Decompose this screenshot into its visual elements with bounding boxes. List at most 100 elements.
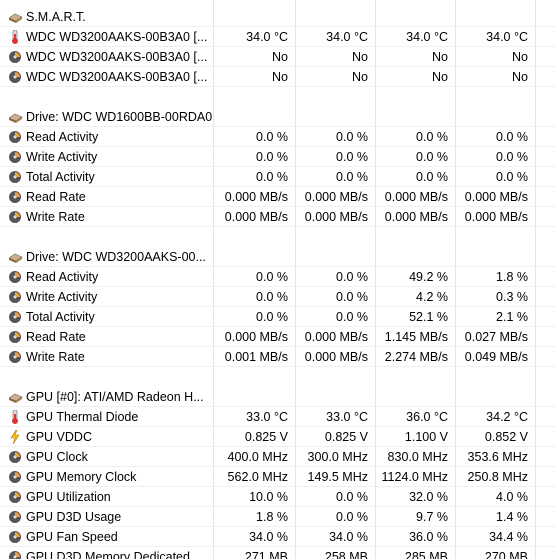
sensor-value: 49.2 %: [409, 270, 448, 284]
sensor-value: 0.000 MB/s: [224, 190, 288, 204]
sensor-icon: [9, 471, 21, 483]
sensor-value: 0.0 %: [256, 290, 288, 304]
sensor-value: No: [352, 70, 368, 84]
sensor-label: Write Activity: [26, 290, 98, 304]
sensor-value: 353.6 MHz: [467, 450, 528, 464]
drive-icon: [9, 253, 23, 263]
section-header: GPU [#0]: ATI/AMD Radeon H...: [0, 387, 555, 407]
sensor-value: 0.0 %: [336, 130, 368, 144]
sensor-row: WDC WD3200AAKS-00B3A0 [... No No No No: [0, 47, 555, 67]
sensor-row: Total Activity 0.0 % 0.0 % 0.0 % 0.0 %: [0, 167, 555, 187]
sensor-icon: [9, 71, 21, 83]
sensor-value: 0.0 %: [256, 130, 288, 144]
section-title: S.M.A.R.T.: [26, 10, 86, 24]
volt-icon: [10, 430, 20, 444]
sensor-value: 0.0 %: [256, 310, 288, 324]
sensor-value: 270 MB: [484, 550, 528, 559]
sensor-icon: [9, 511, 21, 523]
section-header: Drive: WDC WD1600BB-00RDA0: [0, 107, 555, 127]
sensor-value: 1.8 %: [256, 510, 288, 524]
sensor-value: 562.0 MHz: [227, 470, 288, 484]
sensor-label: Read Rate: [26, 330, 86, 344]
sensor-value: 271 MB: [244, 550, 288, 559]
sensor-value: 33.0 °C: [246, 410, 288, 424]
column-divider: [213, 0, 214, 559]
sensor-label: GPU Memory Clock: [26, 470, 137, 484]
sensor-row: GPU Thermal Diode 33.0 °C 33.0 °C 36.0 °C 34…: [0, 407, 555, 427]
sensor-icon: [9, 151, 21, 163]
section-header: S.M.A.R.T.: [0, 7, 555, 27]
sensor-label: Write Rate: [26, 210, 85, 224]
column-divider: [535, 0, 536, 559]
sensor-label: Write Rate: [26, 350, 85, 364]
sensor-icon: [9, 311, 21, 323]
sensor-icon: [9, 51, 21, 63]
sensor-value: 36.0 %: [409, 530, 448, 544]
sensor-label: GPU Fan Speed: [26, 530, 118, 544]
sensor-value: 0.0 %: [336, 150, 368, 164]
drive-icon: [9, 393, 23, 403]
sensor-label: Read Rate: [26, 190, 86, 204]
sensor-value: 0.0 %: [336, 170, 368, 184]
sensor-label: WDC WD3200AAKS-00B3A0 [...: [26, 30, 208, 44]
sensor-value: No: [272, 70, 288, 84]
sensor-value: 0.0 %: [416, 150, 448, 164]
sensor-icon: [9, 351, 21, 363]
sensor-icon: [9, 531, 21, 543]
sensor-icon: [9, 291, 21, 303]
sensor-label: WDC WD3200AAKS-00B3A0 [...: [26, 50, 208, 64]
sensor-value: 0.0 %: [256, 170, 288, 184]
sensor-icon: [9, 551, 21, 559]
sensor-row: Read Activity 0.0 % 0.0 % 49.2 % 1.8 %: [0, 267, 555, 287]
sensor-icon: [9, 451, 21, 463]
sensor-value: 0.0 %: [496, 150, 528, 164]
sensor-value: 1.145 MB/s: [384, 330, 448, 344]
sensor-label: Total Activity: [26, 310, 95, 324]
sensor-value: 0.0 %: [336, 270, 368, 284]
sensor-row: Write Activity 0.0 % 0.0 % 0.0 % 0.0 %: [0, 147, 555, 167]
sensor-label: Total Activity: [26, 170, 95, 184]
sensor-value: 830.0 MHz: [387, 450, 448, 464]
sensor-row: GPU VDDC 0.825 V 0.825 V 1.100 V 0.852 V: [0, 427, 555, 447]
sensor-value: 1124.0 MHz: [381, 470, 448, 484]
sensor-value: 0.0 %: [336, 290, 368, 304]
sensor-value: 0.000 MB/s: [224, 210, 288, 224]
sensor-value: 0.049 MB/s: [464, 350, 528, 364]
sensor-value: No: [512, 70, 528, 84]
sensor-value: 0.0 %: [256, 270, 288, 284]
sensor-value: 10.0 %: [249, 490, 288, 504]
sensor-label: Read Activity: [26, 130, 99, 144]
sensor-value: 0.000 MB/s: [304, 190, 368, 204]
sensor-value: 250.8 MHz: [467, 470, 528, 484]
sensor-value: 34.0 °C: [246, 30, 288, 44]
sensor-label: GPU D3D Usage: [26, 510, 122, 524]
sensor-value: 0.000 MB/s: [304, 330, 368, 344]
sensor-value: 0.001 MB/s: [224, 350, 288, 364]
sensor-row: GPU D3D Usage 1.8 % 0.0 % 9.7 % 1.4 %: [0, 507, 555, 527]
sensor-row: WDC WD3200AAKS-00B3A0 [... 34.0 °C 34.0 °C…: [0, 27, 555, 47]
sensor-icon: [9, 491, 21, 503]
column-divider: [375, 0, 376, 559]
sensor-value: 0.0 %: [416, 170, 448, 184]
sensor-value: 0.825 V: [324, 430, 368, 444]
sensor-label: Write Activity: [26, 150, 98, 164]
column-divider: [455, 0, 456, 559]
sensor-value: No: [432, 70, 448, 84]
drive-icon: [9, 113, 23, 123]
sensor-value: 300.0 MHz: [307, 450, 368, 464]
sensor-value: 0.027 MB/s: [464, 330, 528, 344]
sensor-value: No: [352, 50, 368, 64]
sensor-value: No: [512, 50, 528, 64]
sensor-value: 0.0 %: [336, 490, 368, 504]
sensor-value: 1.100 V: [404, 430, 448, 444]
temp-icon: [12, 410, 18, 424]
sensor-row: Read Activity 0.0 % 0.0 % 0.0 % 0.0 %: [0, 127, 555, 147]
sensor-value: 149.5 MHz: [307, 470, 368, 484]
column-divider: [295, 0, 296, 559]
sensor-value: 1.4 %: [496, 510, 528, 524]
sensor-value: 32.0 %: [409, 490, 448, 504]
sensor-value: 0.000 MB/s: [384, 190, 448, 204]
sensor-value: 0.000 MB/s: [304, 350, 368, 364]
sensor-label: GPU Thermal Diode: [26, 410, 139, 424]
sensor-value: No: [272, 50, 288, 64]
